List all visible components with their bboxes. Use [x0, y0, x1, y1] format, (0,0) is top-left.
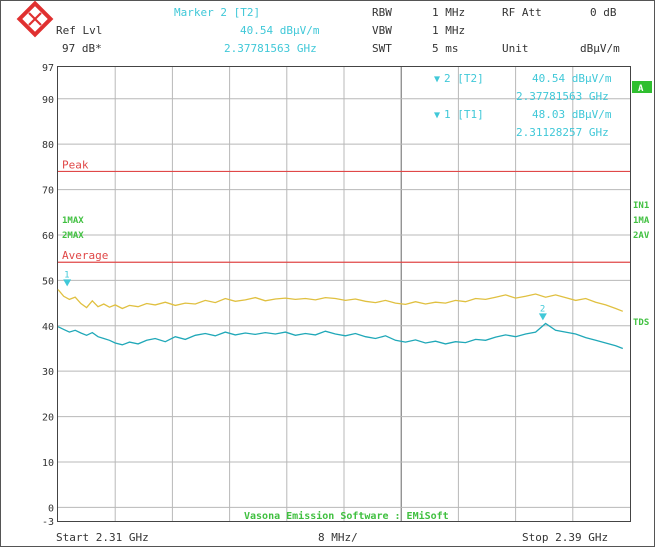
- rbw-value: 1 MHz: [432, 6, 465, 19]
- y-tick-label: 50: [42, 276, 54, 287]
- 1ma-label: 1MA: [633, 216, 650, 226]
- y-tick-label: -3: [42, 517, 54, 528]
- limit-line-label-average: Average: [62, 249, 108, 262]
- y-tick-label: 40: [42, 322, 54, 333]
- rf-att-label: RF Att: [502, 6, 542, 19]
- marker-2-level: 40.54 dBµV/m: [532, 72, 612, 85]
- markers: 12: [63, 270, 547, 321]
- marker-2-triangle-icon: ▼: [434, 74, 440, 85]
- swt-label: SWT: [372, 42, 392, 55]
- a-indicator: [632, 81, 652, 93]
- y-tick-label: 90: [42, 95, 54, 106]
- unit-label: Unit: [502, 42, 529, 55]
- rohde-schwarz-logo: [16, 0, 54, 38]
- plot-frame: [57, 66, 631, 522]
- ref-lvl-label: Ref Lvl: [56, 24, 102, 37]
- marker-level: 40.54 dBµV/m: [240, 24, 320, 37]
- marker-1-triangle-icon: ▼: [434, 110, 440, 121]
- swt-value: 5 ms: [432, 42, 459, 55]
- vbw-label: VBW: [372, 24, 392, 37]
- start-frequency: Start 2.31 GHz: [56, 531, 149, 544]
- y-tick-label: 80: [42, 140, 54, 151]
- a-indicator-label: A: [638, 84, 644, 94]
- y-tick-label: 60: [42, 231, 54, 242]
- marker-1-number: 1: [64, 270, 69, 280]
- trace-2max-label: 2MAX: [62, 231, 84, 241]
- trace-1max-label: 1MAX: [62, 216, 84, 226]
- 2av-label: 2AV: [633, 231, 650, 241]
- marker-info-box: ▼ 2 [T2] 40.54 dBµV/m 2.37781563 GHz ▼ 1…: [434, 72, 612, 139]
- y-tick-label: 0: [48, 503, 54, 514]
- grid: [58, 67, 630, 521]
- traces: [57, 289, 624, 350]
- span-per-division: 8 MHz/: [318, 531, 358, 544]
- y-tick-label: 10: [42, 458, 54, 469]
- limit-line-label-peak: Peak: [62, 158, 89, 171]
- marker-title: Marker 2 [T2]: [174, 6, 260, 19]
- unit-value: dBµV/m: [580, 42, 620, 55]
- limit-lines: Peak Average: [58, 158, 630, 263]
- marker-1-label: 1 [T1]: [444, 108, 484, 121]
- marker-1-frequency: 2.31128257 GHz: [516, 126, 609, 139]
- marker-frequency: 2.37781563 GHz: [224, 42, 317, 55]
- y-tick-label: 97: [42, 63, 54, 74]
- trace-1max: [57, 289, 624, 312]
- watermark: Vasona Emission Software : EMiSoft: [244, 510, 449, 522]
- marker-2-number: 2: [540, 304, 545, 314]
- marker-2-label: 2 [T2]: [444, 72, 484, 85]
- y-tick-label: 30: [42, 367, 54, 378]
- marker-1-level: 48.03 dBµV/m: [532, 108, 612, 121]
- marker-2-frequency: 2.37781563 GHz: [516, 90, 609, 103]
- y-tick-label: 70: [42, 186, 54, 197]
- rf-att-value: 0 dB: [590, 6, 617, 19]
- marker-2-symbol: [538, 313, 547, 321]
- y-tick-labels: 97 90 80 70 60 50 40 30 20 10 0 -3: [42, 63, 54, 528]
- ref-lvl-value: 97 dB*: [62, 42, 102, 55]
- tdf-label: TDS: [633, 318, 649, 328]
- marker-1-symbol: [63, 279, 72, 287]
- vbw-value: 1 MHz: [432, 24, 465, 37]
- trace-2av: [57, 322, 624, 350]
- stop-frequency: Stop 2.39 GHz: [522, 531, 608, 544]
- in1-label: IN1: [633, 201, 649, 211]
- y-tick-label: 20: [42, 413, 54, 424]
- rbw-label: RBW: [372, 6, 392, 19]
